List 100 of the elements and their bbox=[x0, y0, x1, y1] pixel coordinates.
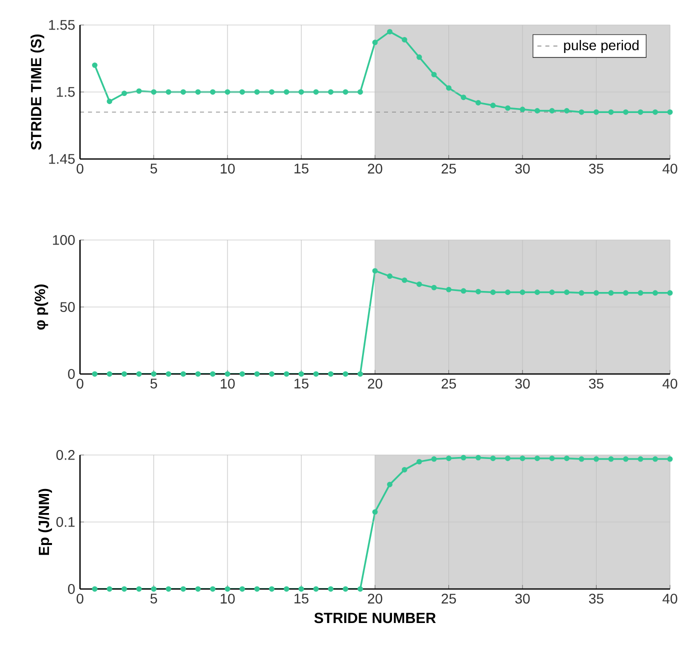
point bbox=[151, 89, 156, 95]
x-tick-label: 15 bbox=[294, 378, 308, 388]
point bbox=[490, 456, 496, 462]
point bbox=[446, 286, 452, 292]
point bbox=[402, 36, 408, 42]
point bbox=[623, 456, 628, 462]
point bbox=[313, 89, 319, 95]
point bbox=[578, 456, 584, 462]
point bbox=[534, 290, 540, 295]
point bbox=[106, 98, 112, 104]
point bbox=[667, 290, 673, 296]
point bbox=[195, 586, 201, 592]
point bbox=[460, 454, 466, 460]
point bbox=[224, 371, 230, 377]
x-tick-label: 30 bbox=[515, 594, 530, 604]
point bbox=[166, 89, 172, 95]
point bbox=[460, 288, 466, 294]
point bbox=[446, 456, 452, 462]
x-tick-label: 20 bbox=[368, 164, 382, 174]
point bbox=[358, 89, 363, 95]
y-axis-title: STRIDE TIME (S) bbox=[30, 34, 44, 150]
point bbox=[638, 290, 644, 296]
point bbox=[298, 371, 304, 377]
point bbox=[254, 586, 260, 592]
point bbox=[490, 102, 496, 108]
point bbox=[92, 371, 98, 377]
point bbox=[476, 288, 481, 294]
point bbox=[520, 106, 526, 112]
x-tick-label: 35 bbox=[588, 594, 604, 604]
point bbox=[122, 371, 127, 377]
y-axis-title: φ p(%) bbox=[34, 284, 48, 330]
point bbox=[505, 456, 510, 462]
legend-label: pulse period bbox=[564, 40, 639, 54]
point bbox=[328, 371, 334, 377]
point bbox=[106, 371, 112, 377]
point bbox=[195, 89, 201, 95]
x-tick-label: 5 bbox=[150, 164, 158, 174]
point bbox=[638, 456, 644, 462]
point bbox=[328, 89, 334, 95]
point bbox=[623, 109, 628, 115]
point bbox=[92, 62, 98, 68]
point bbox=[122, 586, 127, 592]
point bbox=[92, 586, 98, 592]
y-tick-label: 0 bbox=[68, 369, 75, 379]
x-tick-label: 35 bbox=[588, 164, 604, 174]
point bbox=[608, 456, 614, 462]
point bbox=[667, 109, 673, 115]
point bbox=[106, 586, 112, 592]
x-tick-label: 25 bbox=[442, 164, 456, 174]
point bbox=[387, 482, 392, 488]
point bbox=[254, 371, 260, 377]
y-tick-label: 0 bbox=[68, 584, 75, 594]
point bbox=[578, 109, 584, 115]
y-tick-label: 1.45 bbox=[49, 154, 75, 164]
point bbox=[402, 277, 408, 283]
x-axis-title: STRIDE NUMBER bbox=[314, 612, 436, 624]
point bbox=[254, 89, 260, 95]
point bbox=[623, 290, 628, 296]
point bbox=[298, 586, 304, 592]
point bbox=[151, 586, 156, 592]
y-tick-label: 100 bbox=[53, 235, 75, 245]
point bbox=[460, 94, 466, 100]
point bbox=[667, 456, 673, 462]
point bbox=[549, 290, 555, 295]
point bbox=[608, 290, 614, 296]
point bbox=[151, 371, 156, 377]
x-tick-label: 35 bbox=[588, 378, 604, 389]
point bbox=[136, 88, 142, 94]
point bbox=[490, 290, 496, 295]
point bbox=[652, 109, 658, 115]
point bbox=[166, 371, 172, 377]
point bbox=[136, 586, 142, 592]
point bbox=[284, 89, 290, 95]
x-tick-label: 40 bbox=[662, 378, 678, 389]
x-tick-label: 25 bbox=[442, 378, 456, 389]
point bbox=[549, 456, 555, 462]
point bbox=[240, 586, 245, 592]
point bbox=[578, 290, 584, 296]
point bbox=[549, 108, 555, 114]
point bbox=[476, 100, 481, 106]
point bbox=[372, 40, 378, 46]
point bbox=[431, 72, 437, 78]
x-tick-label: 40 bbox=[662, 594, 678, 604]
point bbox=[652, 290, 658, 296]
point bbox=[342, 89, 348, 95]
point bbox=[416, 281, 422, 287]
point bbox=[594, 109, 599, 115]
point bbox=[446, 85, 452, 91]
y-tick-label: 50 bbox=[60, 302, 75, 312]
point bbox=[476, 454, 481, 460]
point bbox=[269, 586, 274, 592]
point bbox=[564, 108, 570, 114]
x-tick-label: 10 bbox=[220, 164, 235, 174]
point bbox=[284, 586, 290, 592]
point bbox=[594, 456, 599, 462]
x-tick-label: 10 bbox=[220, 594, 235, 604]
point bbox=[269, 371, 274, 377]
point bbox=[638, 109, 644, 115]
point bbox=[564, 290, 570, 295]
x-tick-label: 0 bbox=[76, 594, 84, 604]
